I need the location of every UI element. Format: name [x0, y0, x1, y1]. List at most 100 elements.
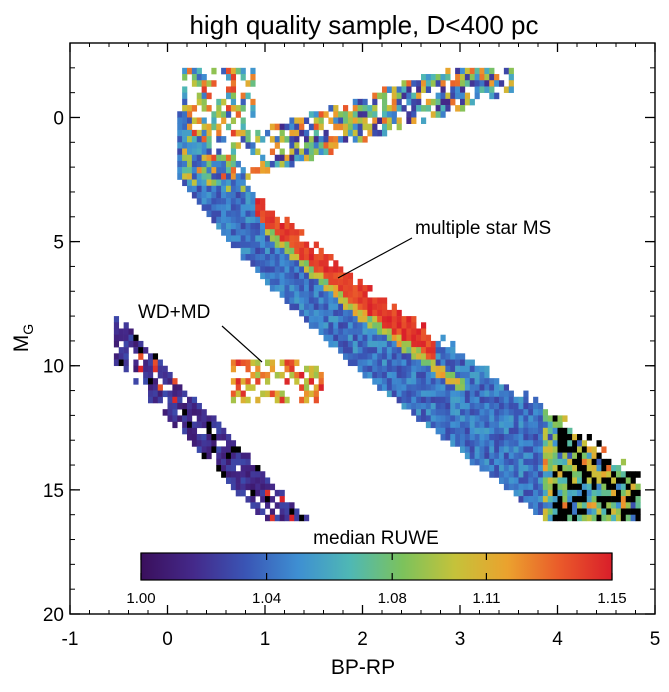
heatmap-cell [289, 229, 295, 236]
heatmap-cell [357, 359, 363, 367]
heatmap-cell [518, 427, 524, 435]
heatmap-cell [372, 98, 378, 106]
heatmap-cell [538, 502, 544, 509]
heatmap-cell [269, 235, 276, 242]
heatmap-cell [308, 322, 315, 329]
heatmap-cell [226, 235, 232, 242]
heatmap-cell [226, 105, 232, 112]
heatmap-cell [391, 359, 397, 367]
heatmap-cell [464, 427, 471, 435]
heatmap-cell [362, 123, 368, 131]
heatmap-cell [250, 191, 256, 199]
heatmap-cell [279, 514, 285, 522]
heatmap-cell [596, 465, 602, 472]
heatmap-cell [503, 446, 510, 453]
heatmap-cell [226, 173, 232, 180]
heatmap-cell [455, 396, 461, 404]
heatmap-cell [269, 272, 276, 280]
heatmap-cell [611, 496, 617, 503]
heatmap-cell [245, 384, 251, 391]
heatmap-cell [182, 98, 188, 106]
heatmap-cell [435, 384, 441, 391]
heatmap-cell [196, 167, 202, 174]
heatmap-cell [250, 260, 256, 267]
heatmap-cell [240, 222, 246, 230]
heatmap-cell [581, 458, 588, 466]
heatmap-cell [265, 216, 271, 224]
heatmap-cell [611, 508, 617, 515]
heatmap-cell [596, 471, 602, 478]
heatmap-cell [162, 371, 168, 379]
heatmap-cell [279, 496, 285, 503]
heatmap-cell [123, 328, 129, 336]
heatmap-cell [391, 347, 397, 354]
heatmap-cell [411, 347, 417, 354]
heatmap-cell [216, 154, 222, 162]
heatmap-cell [133, 334, 139, 342]
heatmap-cell [406, 347, 412, 354]
heatmap-cell [313, 303, 319, 311]
heatmap-cell [221, 160, 227, 168]
heatmap-cell [460, 67, 466, 75]
heatmap-cell [445, 384, 451, 391]
heatmap-cell [416, 384, 422, 391]
heatmap-cell [260, 371, 266, 379]
heatmap-cell [396, 353, 402, 360]
heatmap-cell [216, 167, 222, 174]
heatmap-cell [216, 465, 222, 472]
heatmap-cell [177, 167, 183, 174]
heatmap-cell [343, 334, 349, 342]
heatmap-cell [435, 427, 441, 435]
heatmap-cell [289, 502, 295, 509]
heatmap-cell [474, 452, 480, 460]
heatmap-cell [265, 210, 271, 218]
heatmap-cell [528, 483, 534, 491]
heatmap-cell [196, 409, 202, 416]
heatmap-cell [591, 477, 597, 484]
heatmap-cell [542, 434, 549, 441]
heatmap-cell [318, 260, 324, 267]
heatmap-cell [557, 483, 563, 491]
heatmap-cell [265, 390, 271, 398]
heatmap-cell [265, 359, 271, 367]
heatmap-cell [123, 322, 129, 329]
heatmap-cell [513, 446, 519, 453]
heatmap-cell [499, 477, 505, 484]
heatmap-cell [226, 198, 232, 205]
heatmap-cell [235, 384, 241, 391]
heatmap-cell [177, 111, 183, 118]
heatmap-cell [479, 371, 485, 379]
heatmap-cell [508, 471, 514, 478]
heatmap-cell [367, 340, 373, 348]
heatmap-cell [401, 347, 407, 354]
heatmap-cell [435, 371, 441, 379]
heatmap-cell [240, 198, 246, 205]
heatmap-cell [435, 390, 441, 398]
heatmap-cell [294, 514, 300, 522]
heatmap-cell [557, 421, 563, 429]
heatmap-cell [416, 409, 422, 416]
heatmap-cell [333, 142, 339, 149]
heatmap-cell [196, 92, 202, 100]
heatmap-cell [557, 452, 563, 460]
heatmap-cell [538, 402, 544, 410]
heatmap-cell [250, 483, 256, 491]
heatmap-cell [333, 316, 339, 323]
heatmap-cell [187, 111, 193, 118]
heatmap-cell [503, 86, 510, 93]
heatmap-cell [484, 365, 490, 373]
heatmap-cell [518, 434, 524, 441]
heatmap-cell [235, 210, 241, 218]
heatmap-cell [328, 136, 334, 143]
heatmap-cell [445, 427, 451, 435]
heatmap-cell [552, 483, 558, 491]
heatmap-cell [255, 167, 261, 174]
heatmap-cell [577, 452, 583, 460]
heatmap-cell [260, 241, 266, 249]
heatmap-cell [440, 434, 446, 441]
heatmap-cell [523, 396, 529, 404]
heatmap-cell [230, 154, 237, 162]
heatmap-cell [430, 340, 436, 348]
heatmap-cell [294, 260, 300, 267]
heatmap-cell [581, 483, 588, 491]
